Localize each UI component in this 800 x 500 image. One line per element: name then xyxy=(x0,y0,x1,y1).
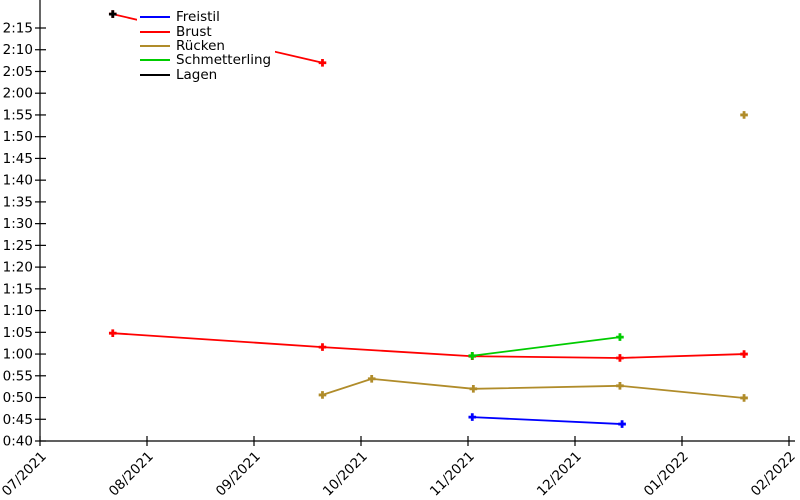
data-point-Brust xyxy=(740,350,748,358)
y-tick-label: 1:05 xyxy=(3,325,33,341)
y-tick-label: 1:00 xyxy=(3,347,33,363)
y-tick-label: 2:05 xyxy=(3,64,33,80)
data-point-Lagen xyxy=(108,10,117,18)
data-point-Brust xyxy=(616,354,624,362)
x-tick-label: 09/2021 xyxy=(213,449,264,500)
legend-item-lagen: Lagen xyxy=(140,68,271,82)
legend-swatch-schmetterling xyxy=(140,59,170,62)
legend-item-schmetterling: Schmetterling xyxy=(140,53,271,67)
y-tick-label: 1:10 xyxy=(3,303,33,319)
y-tick-label: 1:35 xyxy=(3,194,33,210)
y-tick-label: 0:45 xyxy=(3,412,33,428)
data-point-Rücken xyxy=(318,391,327,399)
x-tick-label: 11/2021 xyxy=(427,449,478,500)
data-point-Schmetterling xyxy=(468,351,477,360)
legend-swatch-brust xyxy=(140,30,170,33)
legend-item-freistil: Freistil xyxy=(140,10,271,24)
x-tick-label: 01/2022 xyxy=(641,449,692,500)
y-tick-label: 0:40 xyxy=(3,434,33,450)
legend-swatch-freistil xyxy=(140,16,170,19)
series-line-Freistil xyxy=(472,416,623,425)
y-tick-label: 2:15 xyxy=(3,21,33,37)
data-point-Rücken xyxy=(740,394,748,402)
data-point-Brust xyxy=(318,58,327,67)
y-tick-label: 1:50 xyxy=(3,129,33,145)
legend: Freistil Brust Rücken Schmetterling Lage… xyxy=(137,8,276,86)
x-tick-label: 07/2021 xyxy=(0,449,50,500)
y-tick-label: 1:20 xyxy=(3,260,33,276)
y-tick-label: 1:45 xyxy=(3,151,33,167)
y-tick-label: 1:40 xyxy=(3,173,33,189)
data-point-Brust xyxy=(108,329,117,337)
legend-label-brust: Brust xyxy=(176,23,212,40)
data-point-Rücken xyxy=(469,385,478,393)
y-tick-label: 1:55 xyxy=(3,107,33,123)
legend-label-lagen: Lagen xyxy=(176,66,218,83)
series-line-Brust xyxy=(112,332,745,359)
y-tick-label: 1:25 xyxy=(3,238,33,254)
data-point-Freistil xyxy=(618,420,626,428)
data-point-Rücken xyxy=(616,381,624,390)
series-line-Schmetterling xyxy=(472,336,621,357)
legend-label-schmetterling: Schmetterling xyxy=(176,52,272,69)
legend-swatch-lagen xyxy=(140,73,170,76)
series-line-Rücken xyxy=(322,377,745,399)
legend-label-freistil: Freistil xyxy=(176,9,220,26)
y-tick-label: 0:50 xyxy=(3,390,33,406)
y-tick-label: 2:10 xyxy=(3,42,33,58)
x-tick-label: 12/2021 xyxy=(534,449,585,500)
y-tick-label: 2:00 xyxy=(3,86,33,102)
legend-item-ruecken: Rücken xyxy=(140,39,271,53)
legend-swatch-ruecken xyxy=(140,44,170,47)
y-tick-label: 0:55 xyxy=(3,368,33,384)
data-point-Freistil xyxy=(468,413,477,421)
x-tick-label: 10/2021 xyxy=(320,449,371,500)
data-point-Brust xyxy=(318,343,327,351)
data-point-Schmetterling xyxy=(616,333,624,341)
y-tick-label: 1:30 xyxy=(3,216,33,232)
legend-label-ruecken: Rücken xyxy=(176,37,225,54)
data-point-Rücken xyxy=(367,375,376,383)
data-point-Rücken xyxy=(740,111,748,119)
x-tick-label: 02/2022 xyxy=(748,449,799,500)
x-tick-label: 08/2021 xyxy=(106,449,157,500)
y-tick-label: 1:15 xyxy=(3,281,33,297)
legend-item-brust: Brust xyxy=(140,23,271,40)
